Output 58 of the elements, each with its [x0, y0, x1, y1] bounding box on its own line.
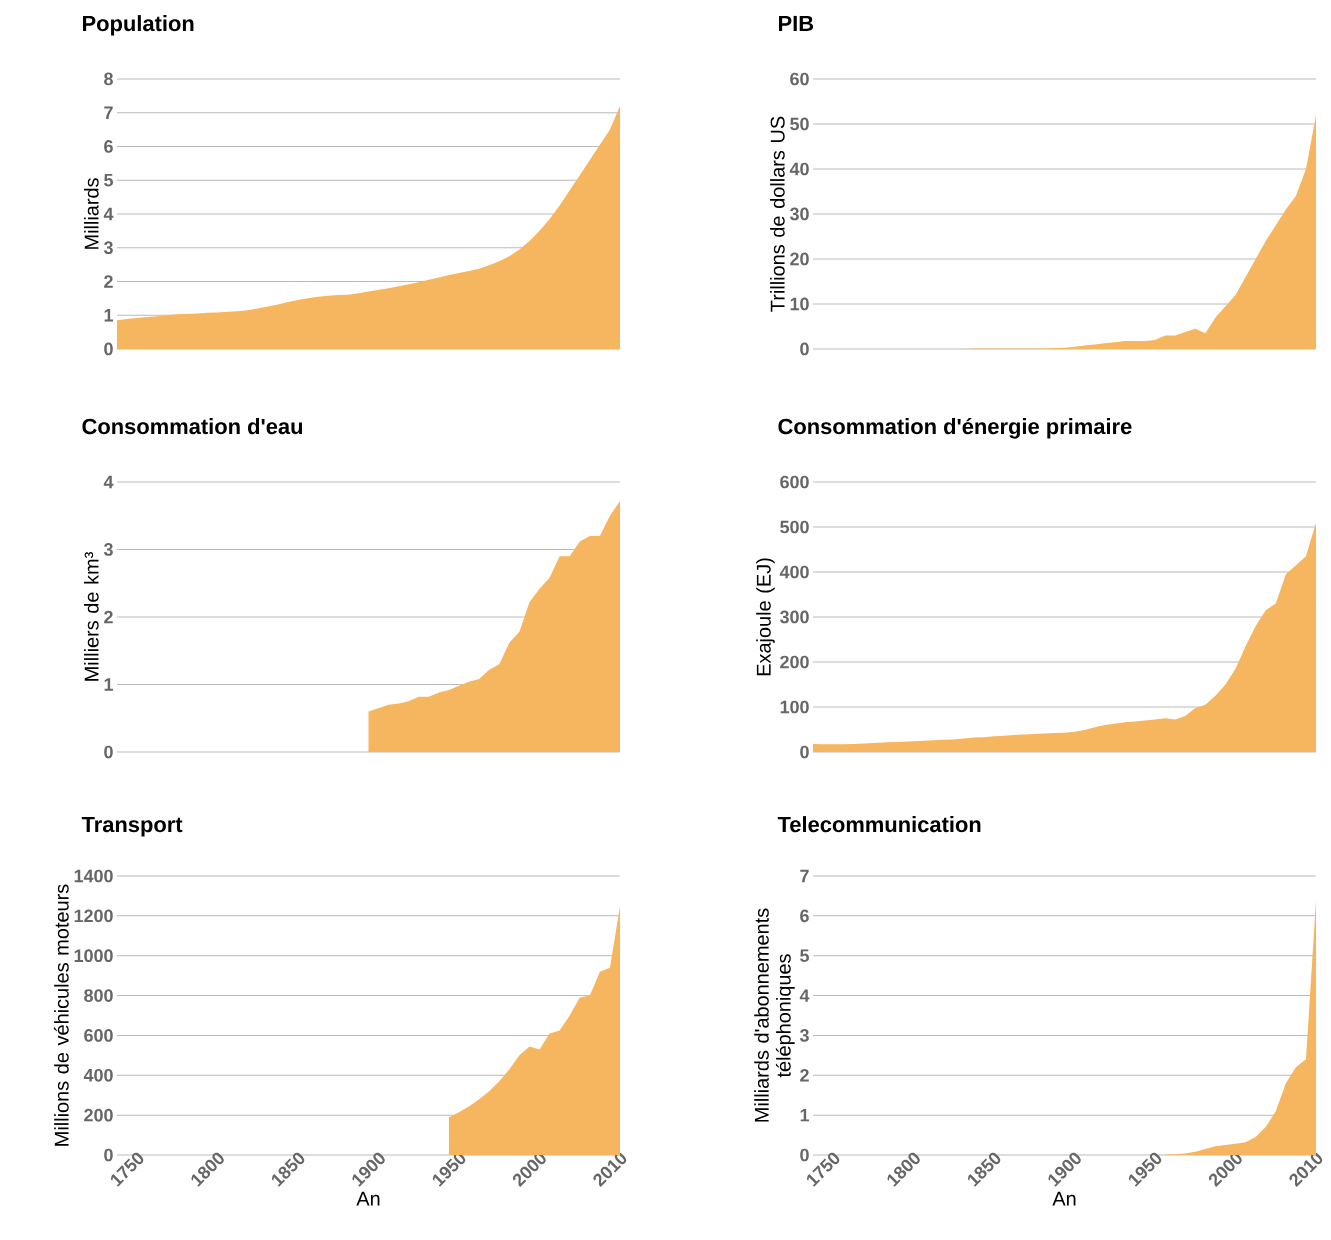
y-tick-label: 5: [104, 173, 113, 187]
y-tick-label: 8: [104, 72, 113, 86]
y-axis-title: Millions de véhicules moteurs: [53, 884, 69, 1146]
y-tick-label: 5: [800, 949, 810, 962]
y-tick-label: 0: [104, 342, 113, 356]
y-tick-label: 4: [799, 989, 810, 1002]
chart-title: Population: [82, 15, 194, 36]
y-tick-label: 1200: [74, 909, 113, 923]
y-tick-label: 2: [104, 275, 113, 288]
y-tick-label: 10: [790, 297, 809, 311]
y-tick-label: 20: [790, 252, 809, 266]
y-axis-title: Trillions de dollars US: [770, 116, 785, 312]
y-tick-label: 40: [789, 162, 809, 176]
y-tick-label: 50: [790, 117, 809, 131]
chart-title: Consommation d'énergie primaire: [778, 417, 1132, 439]
y-tick-label: 300: [779, 610, 809, 624]
y-tick-label: 3: [799, 1029, 809, 1042]
y-tick-label: 100: [780, 700, 809, 714]
y-axis-title: Exajoule (EJ): [756, 558, 775, 676]
y-tick-label: 0: [104, 745, 113, 759]
y-tick-label: 1400: [74, 869, 113, 883]
y-tick-label: 3: [103, 241, 113, 255]
y-tick-label: 4: [103, 475, 114, 489]
chart-title: Telecommunication: [777, 816, 981, 833]
y-tick-label: 800: [84, 989, 113, 1002]
y-tick-label: 60: [790, 72, 809, 86]
y-tick-label: 7: [104, 106, 113, 119]
chart-title: PIB: [779, 15, 814, 31]
y-tick-label: 1: [104, 678, 113, 691]
y-axis-title: Milliards d'abonnements téléphoniques: [754, 908, 795, 1122]
y-tick-label: 6: [104, 140, 113, 153]
y-tick-label: 3: [103, 543, 113, 556]
y-tick-label: 1000: [74, 949, 113, 963]
y-tick-label: 600: [84, 1029, 113, 1042]
x-axis-title: An: [356, 1191, 380, 1206]
y-tick-label: 1: [104, 309, 113, 322]
y-tick-label: 400: [83, 1068, 113, 1082]
y-tick-label: 0: [800, 1148, 809, 1162]
y-tick-label: 2: [104, 610, 113, 624]
y-tick-label: 0: [104, 1148, 113, 1162]
y-tick-label: 2: [800, 1069, 809, 1082]
chart-title: Consommation d'eau: [82, 418, 303, 435]
y-tick-label: 200: [84, 1108, 113, 1122]
y-tick-label: 600: [780, 475, 809, 489]
y-tick-label: 1: [800, 1108, 810, 1122]
y-tick-label: 0: [800, 342, 809, 356]
y-tick-label: 4: [103, 207, 114, 221]
y-axis-title: Milliers de km³: [84, 552, 99, 681]
y-tick-label: 200: [780, 655, 809, 669]
y-tick-label: 500: [780, 520, 809, 534]
y-tick-label: 6: [800, 909, 809, 923]
x-axis-title: An: [1052, 1191, 1076, 1206]
y-tick-label: 400: [779, 565, 809, 579]
y-tick-label: 0: [800, 745, 809, 759]
y-tick-label: 30: [789, 207, 809, 221]
y-tick-label: 7: [800, 869, 809, 883]
y-axis-title: Milliards: [84, 178, 99, 249]
chart-title: Transport: [81, 816, 183, 837]
